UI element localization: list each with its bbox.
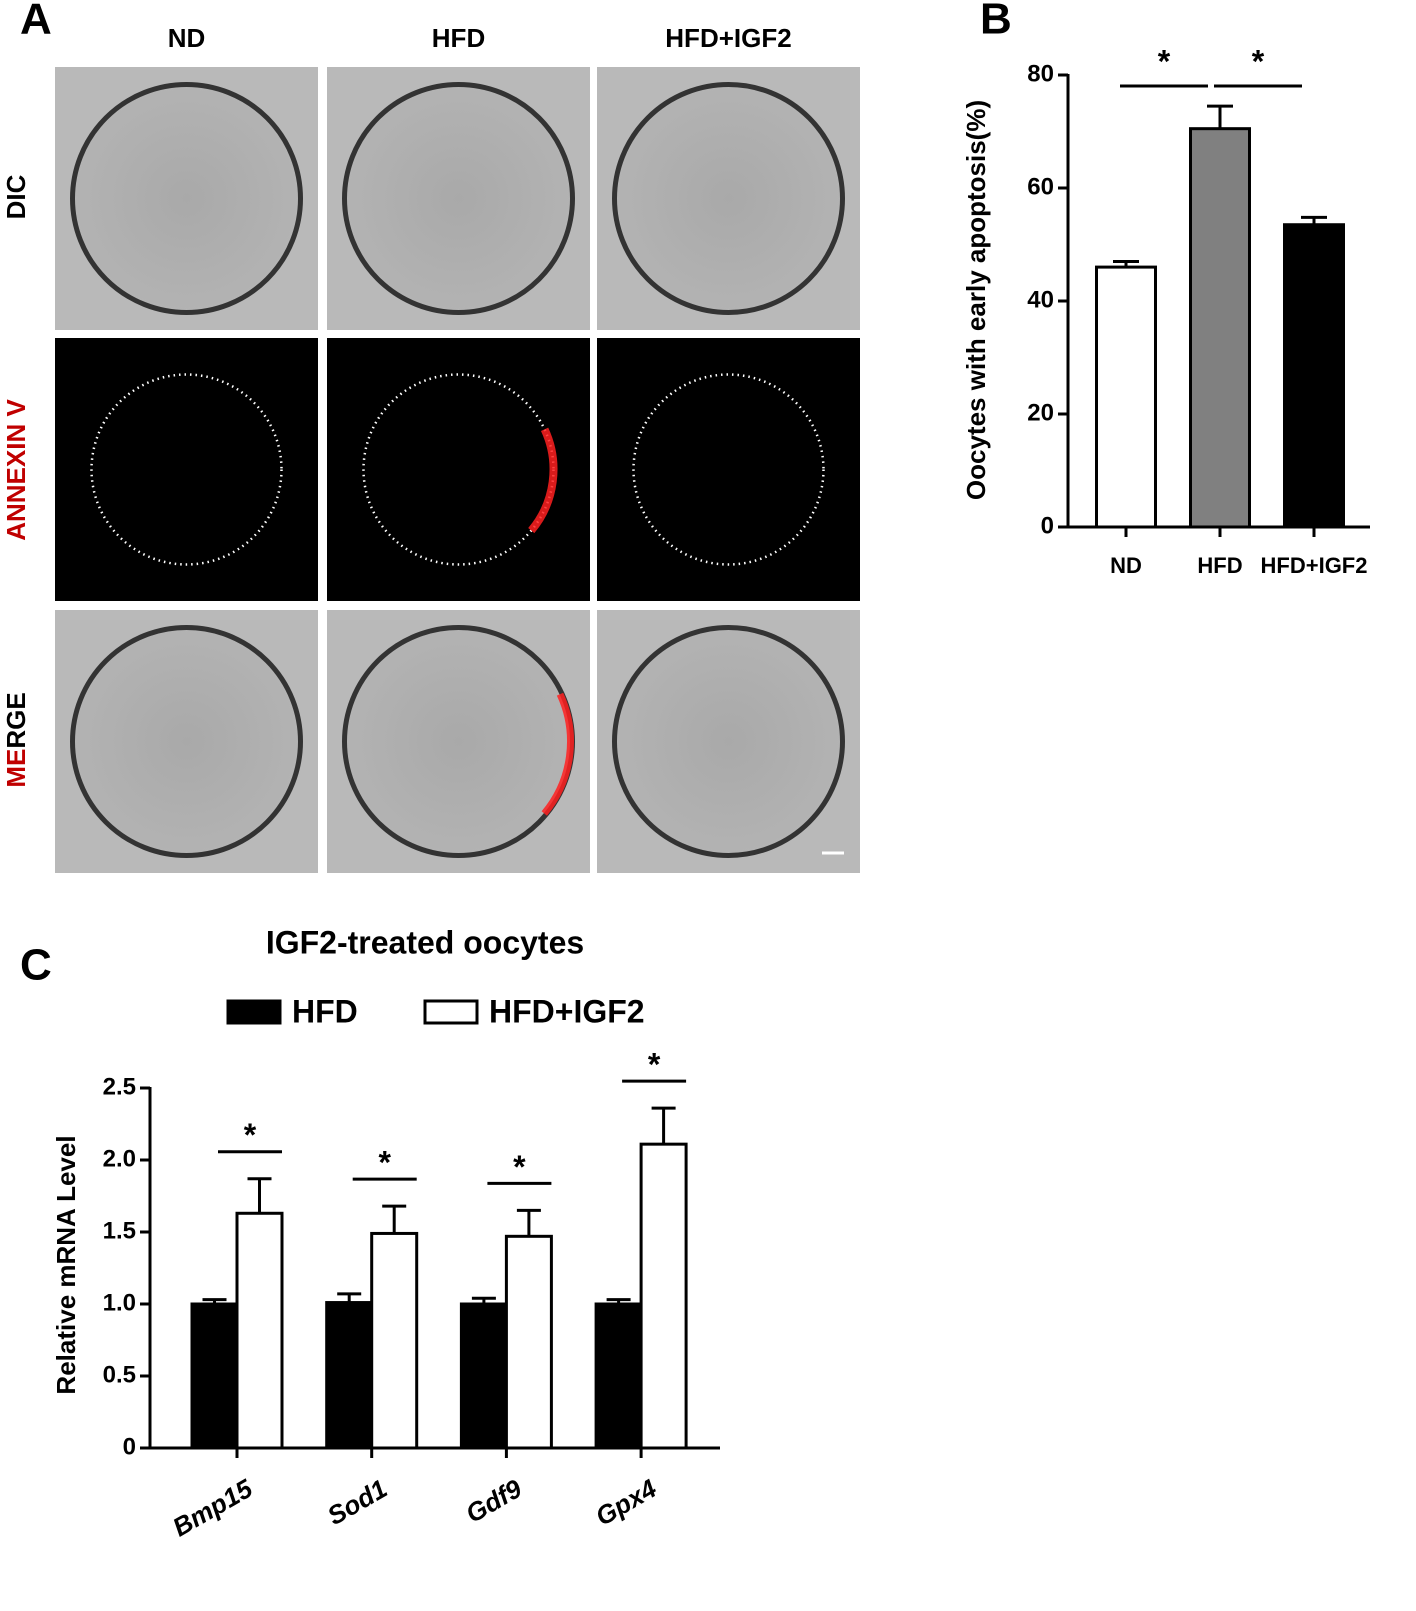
row-label-part: RGE [1, 692, 31, 748]
oocyte [342, 82, 575, 315]
significance-label: * [1158, 43, 1171, 79]
micrograph [597, 338, 860, 601]
row-label-part: ME [1, 749, 31, 788]
x-tick-label: HFD+IGF2 [1261, 553, 1368, 578]
micrograph [55, 338, 318, 601]
row-label: MERGE [1, 692, 31, 787]
x-tick-label: HFD [1197, 553, 1242, 578]
y-tick-label: 2.5 [103, 1073, 136, 1100]
row-label: DIC [1, 174, 31, 219]
bar [459, 1302, 508, 1450]
row-label: ANNEXIN V [1, 399, 31, 541]
panel-label: A [20, 0, 52, 44]
y-tick-label: 60 [1027, 173, 1054, 200]
legend-label: HFD+IGF2 [489, 993, 645, 1029]
legend-swatch [423, 999, 479, 1025]
y-tick-label: 20 [1027, 399, 1054, 426]
bar [639, 1142, 688, 1450]
x-tick-label: Sod1 [322, 1473, 392, 1531]
significance-label: * [513, 1149, 526, 1185]
bar [504, 1234, 553, 1450]
annexin-signal [528, 427, 558, 534]
y-tick-label: 1.0 [103, 1289, 136, 1316]
y-axis-label: Relative mRNA Level [51, 1135, 81, 1394]
oocyte [70, 82, 303, 315]
column-header: HFD [432, 23, 485, 53]
bar [370, 1231, 419, 1450]
x-tick-label: ND [1110, 553, 1142, 578]
bar [235, 1211, 284, 1450]
bar [1095, 265, 1157, 529]
panel-label: C [20, 941, 52, 990]
y-tick-label: 1.5 [103, 1217, 136, 1244]
outline [90, 373, 283, 566]
oocyte [612, 625, 845, 858]
y-tick-label: 40 [1027, 286, 1054, 313]
bar [190, 1302, 239, 1450]
panel-label: B [980, 0, 1012, 44]
y-axis-label: Oocytes with early apoptosis(%) [961, 100, 991, 500]
oocyte [342, 625, 575, 858]
bar [325, 1301, 374, 1450]
chart-title: IGF2-treated oocytes [266, 924, 584, 960]
oocyte [612, 82, 845, 315]
outline [632, 373, 825, 566]
column-header: HFD+IGF2 [665, 23, 791, 53]
y-tick-label: 2.0 [103, 1145, 136, 1172]
bar [594, 1302, 643, 1450]
x-tick-label: Bmp15 [167, 1473, 258, 1543]
bar [1189, 127, 1251, 529]
significance-label: * [1252, 43, 1265, 79]
oocyte [70, 625, 303, 858]
bar [1283, 223, 1345, 529]
significance-label: * [648, 1047, 661, 1083]
annexin-signal [541, 692, 574, 816]
micrograph [327, 338, 590, 601]
y-tick-label: 80 [1027, 60, 1054, 87]
x-tick-label: Gpx4 [590, 1473, 662, 1532]
y-tick-label: 0.5 [103, 1361, 136, 1388]
y-tick-label: 0 [123, 1433, 136, 1460]
significance-label: * [378, 1145, 391, 1181]
significance-label: * [244, 1117, 257, 1153]
y-tick-label: 0 [1041, 512, 1054, 539]
x-tick-label: Gdf9 [461, 1473, 528, 1529]
column-header: ND [168, 23, 206, 53]
legend-swatch [226, 999, 282, 1025]
legend-label: HFD [292, 993, 358, 1029]
